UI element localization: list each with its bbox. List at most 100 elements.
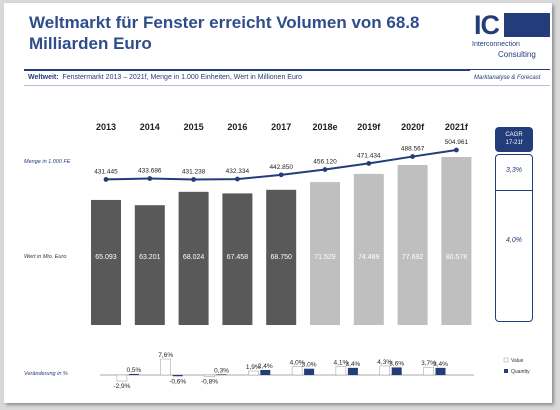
year-tick-label: 2019f bbox=[357, 122, 381, 132]
value-bar bbox=[353, 173, 384, 325]
cagr-quantity: 3,3% bbox=[506, 167, 522, 174]
quantity-point bbox=[147, 176, 153, 181]
quantity-point bbox=[366, 161, 372, 166]
logo-text-line1: Interconnection bbox=[472, 41, 520, 48]
quantity-point bbox=[278, 172, 284, 178]
subtitle-divider bbox=[24, 85, 550, 86]
quantity-data-label: 432.334 bbox=[226, 168, 250, 175]
quantity-data-label: 471.434 bbox=[357, 152, 381, 159]
value-data-label: 67.458 bbox=[227, 254, 249, 261]
change-value-label: -2,9% bbox=[113, 383, 130, 390]
section-tag: Marktanalyse & Forecast bbox=[474, 75, 541, 81]
change-row-label: Veränderung in % bbox=[24, 371, 68, 377]
year-tick-label: 2013 bbox=[96, 122, 116, 132]
change-quantity-label: 0,3% bbox=[214, 367, 229, 374]
logo-text-line2: Consulting bbox=[498, 50, 536, 59]
quantity-data-label: 431.238 bbox=[182, 169, 206, 176]
logo-bar bbox=[504, 13, 550, 37]
value-bar bbox=[178, 191, 209, 325]
quantity-data-label: 431.445 bbox=[94, 168, 118, 175]
change-value-bar bbox=[423, 366, 434, 376]
change-value-label: 7,6% bbox=[158, 352, 173, 359]
value-data-label: 71.529 bbox=[314, 254, 336, 261]
cagr-period: 17-21f bbox=[505, 140, 523, 146]
change-quantity-label: 3,4% bbox=[345, 361, 360, 368]
cagr-box bbox=[495, 154, 533, 322]
change-value-bar bbox=[116, 374, 128, 382]
year-tick-label: 2017 bbox=[271, 122, 291, 132]
cagr-divider bbox=[495, 190, 533, 191]
year-tick-label: 2021f bbox=[445, 122, 469, 132]
change-value-label: 3,7% bbox=[421, 360, 436, 367]
quantity-data-label: 488.567 bbox=[401, 146, 425, 153]
value-data-label: 68.750 bbox=[270, 254, 292, 261]
change-value-label: 4,1% bbox=[333, 359, 348, 366]
cagr-value: 4,0% bbox=[506, 237, 522, 244]
change-value-bar bbox=[204, 374, 215, 377]
header-divider-right bbox=[470, 69, 550, 70]
quantity-point bbox=[235, 176, 240, 182]
value-bar bbox=[266, 189, 297, 325]
change-value-label: 4,3% bbox=[377, 359, 392, 366]
value-data-label: 77.692 bbox=[402, 254, 424, 261]
year-tick-label: 2020f bbox=[401, 122, 425, 132]
change-quantity-label: 3,6% bbox=[389, 360, 404, 367]
value-row-label: Wert in Mio. Euro bbox=[24, 254, 66, 260]
legend-value-swatch bbox=[503, 357, 509, 363]
value-data-label: 68.024 bbox=[183, 254, 205, 261]
value-data-label: 80.578 bbox=[446, 254, 468, 261]
change-value-bar bbox=[160, 358, 171, 376]
change-quantity-bar bbox=[304, 368, 315, 375]
cagr-header: CAGR 17-21f bbox=[495, 127, 533, 152]
change-value-label: 1,9% bbox=[246, 364, 261, 371]
change-quantity-label: 2,4% bbox=[258, 363, 273, 370]
value-data-label: 65.093 bbox=[95, 254, 117, 261]
year-tick-label: 2016 bbox=[227, 122, 247, 132]
logo-mark: IC bbox=[474, 10, 500, 40]
legend-quantity-swatch bbox=[504, 369, 508, 373]
quantity-data-label: 456.120 bbox=[313, 159, 337, 166]
change-quantity-label: 0,5% bbox=[126, 367, 141, 374]
quantity-point bbox=[454, 147, 459, 153]
change-quantity-bar bbox=[260, 369, 271, 375]
quantity-point bbox=[410, 154, 415, 159]
quantity-data-label: 433.686 bbox=[138, 168, 162, 175]
legend-value-label: Value bbox=[511, 358, 524, 364]
subtitle-region: Weltweit: bbox=[28, 74, 59, 81]
value-bar bbox=[91, 199, 121, 325]
change-value-label: 4,0% bbox=[290, 360, 305, 367]
change-quantity-bar bbox=[172, 375, 183, 377]
change-value-bar bbox=[291, 366, 303, 376]
value-bar bbox=[441, 157, 472, 325]
quantity-point bbox=[191, 177, 197, 182]
subtitle-description: Fenstermarkt 2013 – 2021f, Menge in 1.00… bbox=[62, 74, 303, 81]
market-chart: Menge in 1.000 FE Wert in Mio. Euro Veränd… bbox=[24, 122, 530, 390]
change-value-bar bbox=[248, 370, 259, 376]
page-title: Weltmarkt für Fenster erreicht Volumen v… bbox=[29, 13, 420, 53]
quantity-row-label: Menge in 1.000 FE bbox=[24, 159, 71, 165]
cagr-label: CAGR bbox=[505, 132, 523, 138]
change-quantity-label: 3,4% bbox=[433, 361, 448, 368]
quantity-point bbox=[103, 177, 109, 182]
value-bar bbox=[310, 182, 340, 325]
change-quantity-bar bbox=[347, 367, 358, 375]
year-tick-label: 2014 bbox=[140, 122, 160, 132]
change-value-bar bbox=[335, 366, 347, 376]
header-divider bbox=[24, 69, 470, 71]
value-data-label: 74.489 bbox=[358, 254, 380, 261]
quantity-data-label: 442.850 bbox=[269, 164, 293, 171]
company-logo: IC Interconnection Consulting bbox=[472, 11, 552, 71]
change-value-bar bbox=[379, 365, 390, 376]
change-quantity-bar bbox=[391, 367, 402, 375]
quantity-data-label: 504.961 bbox=[445, 139, 469, 146]
change-quantity-bar bbox=[216, 374, 227, 375]
change-quantity-label: -0,6% bbox=[169, 378, 186, 385]
year-tick-label: 2018e bbox=[312, 122, 337, 132]
legend-quantity-label: Quantity bbox=[511, 369, 530, 375]
change-quantity-bar bbox=[435, 367, 446, 375]
quantity-point bbox=[322, 167, 328, 172]
year-tick-label: 2015 bbox=[184, 122, 204, 132]
change-quantity-label: 3,0% bbox=[302, 362, 317, 369]
value-data-label: 63.201 bbox=[139, 254, 161, 261]
change-quantity-bar bbox=[128, 373, 139, 375]
